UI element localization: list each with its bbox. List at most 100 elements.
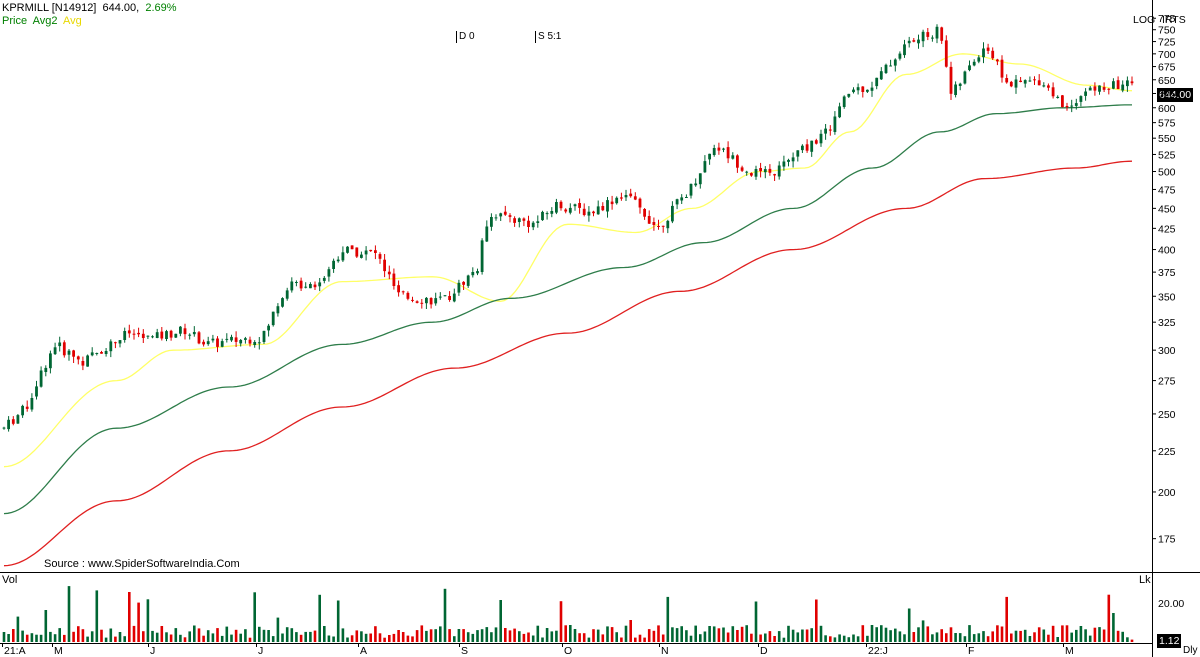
- candle-body: [852, 89, 855, 93]
- volume-bar: [652, 630, 656, 642]
- volume-bar: [977, 633, 981, 642]
- candle-body: [541, 211, 544, 221]
- volume-bar: [183, 637, 187, 642]
- candle-body: [415, 301, 419, 303]
- volume-bar: [1000, 626, 1004, 642]
- candle-body: [76, 356, 80, 360]
- x-tick-label: 21:A: [4, 645, 26, 657]
- volume-bar: [494, 627, 498, 642]
- volume-bar: [443, 588, 447, 642]
- volume-bar: [643, 637, 646, 642]
- candle-body: [360, 254, 363, 258]
- irts-label[interactable]: IRTS: [1162, 14, 1186, 26]
- volume-bar: [708, 626, 711, 642]
- candle-body: [527, 220, 530, 227]
- candle-body: [587, 211, 591, 216]
- candle-body: [931, 37, 934, 39]
- candle-body: [350, 245, 354, 250]
- volume-bar: [360, 631, 363, 642]
- volume-bar: [155, 632, 159, 642]
- candle-body: [824, 128, 827, 134]
- volume-bar: [545, 628, 549, 642]
- candle-body: [624, 195, 628, 198]
- candle-body: [499, 213, 503, 217]
- volume-bar: [169, 634, 173, 642]
- volume-bar: [940, 629, 943, 642]
- candle-body: [722, 148, 725, 150]
- candle-body: [304, 286, 308, 288]
- period-label[interactable]: Dly: [1183, 645, 1198, 656]
- candle-body: [750, 173, 753, 176]
- volume-bar: [276, 617, 280, 642]
- volume-bar: [610, 627, 614, 642]
- volume-bar: [833, 637, 837, 642]
- candle-body: [151, 336, 154, 338]
- candle-body: [1093, 86, 1097, 91]
- candle-body: [160, 331, 164, 339]
- volume-bar: [100, 629, 103, 642]
- volume-bar: [114, 636, 117, 642]
- candle-body: [926, 32, 930, 37]
- marker-s: S 5:1: [535, 31, 561, 43]
- volume-bar: [601, 634, 605, 642]
- volume-bar: [685, 630, 688, 642]
- candle-body: [508, 215, 512, 217]
- candle-body: [429, 298, 433, 305]
- volume-bar: [838, 634, 841, 642]
- volume-bar: [1107, 594, 1111, 642]
- x-tick-label: J: [258, 645, 263, 657]
- candle-body: [434, 298, 438, 304]
- candle-body: [1107, 88, 1111, 90]
- log-label[interactable]: LOG: [1133, 14, 1156, 26]
- candle-body: [476, 271, 479, 274]
- volume-bar: [179, 634, 182, 642]
- volume-bar: [787, 625, 790, 642]
- volume-bar: [578, 633, 581, 642]
- volume-bar: [355, 630, 359, 642]
- volume-bar: [1019, 630, 1022, 642]
- last-price-tag: 644.00: [1157, 88, 1194, 102]
- candle-body: [777, 165, 781, 177]
- volume-bar: [453, 636, 456, 642]
- volume-bar: [1102, 629, 1106, 642]
- volume-bar: [805, 629, 809, 642]
- candle-body: [239, 340, 243, 344]
- candle-body: [698, 173, 702, 185]
- candle-body: [828, 129, 832, 131]
- candle-body: [791, 157, 795, 162]
- volume-bar: [889, 630, 892, 642]
- volume-bar: [559, 601, 563, 642]
- volume-bar: [267, 630, 270, 642]
- volume-bar: [388, 635, 391, 642]
- volume-bar: [44, 610, 48, 642]
- candle-body: [582, 208, 586, 215]
- candle-body: [810, 140, 814, 152]
- candle-body: [253, 342, 257, 345]
- volume-bar: [378, 633, 382, 642]
- volume-bar: [81, 629, 85, 642]
- volume-bar: [782, 637, 786, 642]
- candle-body: [903, 44, 906, 56]
- volume-bar: [406, 635, 410, 642]
- candle-body: [805, 144, 809, 151]
- volume-bar: [457, 629, 461, 642]
- candle-body: [206, 341, 210, 345]
- candle-body: [1051, 87, 1055, 97]
- volume-bar: [466, 632, 470, 642]
- volume-bar: [699, 634, 702, 642]
- volume-bar: [647, 629, 651, 642]
- candle-body: [44, 367, 48, 372]
- y-tick-label: 225: [1158, 446, 1176, 458]
- volume-bar: [1112, 613, 1115, 642]
- volume-bar: [1126, 637, 1129, 642]
- candle-body: [620, 197, 623, 199]
- candle-body: [754, 169, 758, 177]
- candle-body: [62, 342, 66, 356]
- candle-body: [963, 71, 967, 84]
- candle-body: [940, 27, 944, 41]
- volume-bar: [1010, 633, 1013, 642]
- candle-body: [958, 83, 962, 86]
- candle-body: [703, 161, 707, 173]
- candle-body: [58, 342, 62, 347]
